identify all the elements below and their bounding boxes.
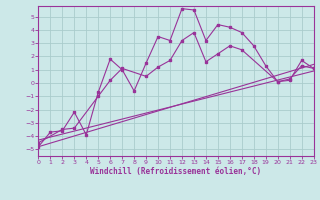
X-axis label: Windchill (Refroidissement éolien,°C): Windchill (Refroidissement éolien,°C) (91, 167, 261, 176)
